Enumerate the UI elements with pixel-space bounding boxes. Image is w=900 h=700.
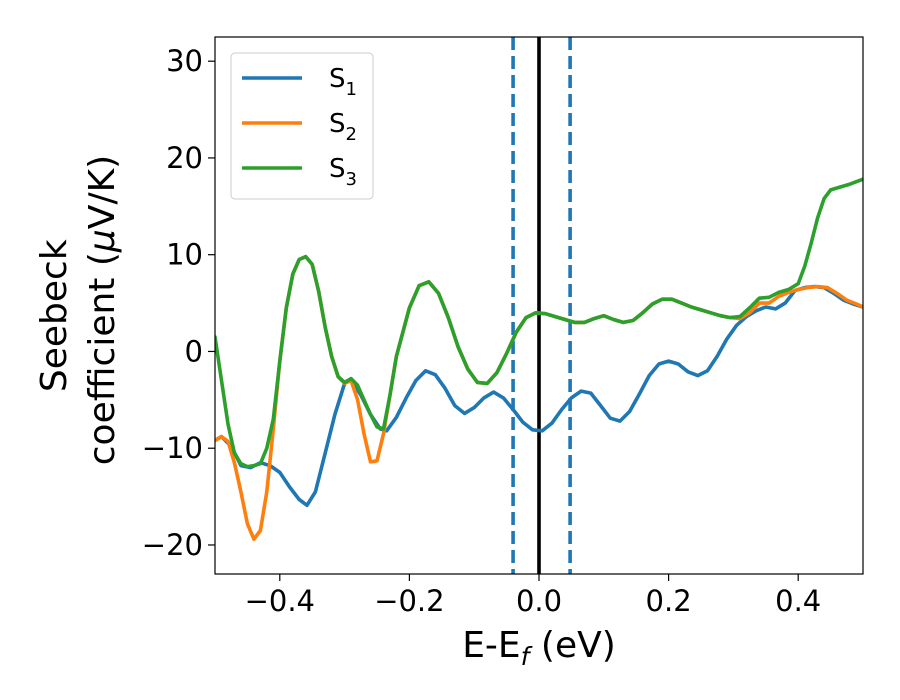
legend-frame <box>230 52 374 200</box>
series-line-s3 <box>215 177 863 469</box>
x-tick-label: 0.2 <box>646 584 692 618</box>
x-tick-label: 0.0 <box>516 584 562 618</box>
y-axis-ticks: −20 −10 0 10 20 30 <box>142 44 215 562</box>
series-line-s1 <box>215 284 863 508</box>
x-axis-title: E-Ef (eV) <box>462 625 616 671</box>
series-lines <box>215 177 863 541</box>
y-axis-title: Seebeck coefficient (μV/K) <box>34 155 123 465</box>
legend-label: S2 <box>329 109 357 145</box>
vertical-lines <box>511 37 572 574</box>
y-axis-title-line2: coefficient (μV/K) <box>82 155 123 465</box>
legend-label: S3 <box>329 154 357 190</box>
legend-entry-s2: S2 <box>242 109 357 145</box>
y-tick-label: 0 <box>185 334 203 368</box>
y-tick-label: 10 <box>166 238 203 272</box>
x-tick-label: −0.4 <box>245 584 315 618</box>
y-tick-label: 20 <box>166 141 203 175</box>
y-axis-title-line1: Seebeck <box>34 239 75 392</box>
x-axis-ticks: −0.4 −0.2 0.0 0.2 0.4 <box>245 574 821 618</box>
legend-label: S1 <box>329 64 357 100</box>
legend-entry-s3: S3 <box>242 154 357 190</box>
legend: S1 S2 S3 <box>230 52 374 200</box>
y-tick-label: −20 <box>142 528 203 562</box>
legend-entry-s1: S1 <box>242 64 357 100</box>
y-tick-label: 30 <box>166 44 203 78</box>
x-tick-label: −0.2 <box>374 584 444 618</box>
y-tick-label: −10 <box>142 431 203 465</box>
x-tick-label: 0.4 <box>775 584 821 618</box>
